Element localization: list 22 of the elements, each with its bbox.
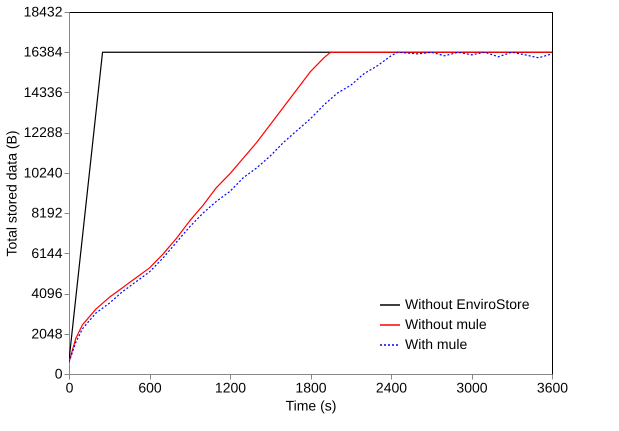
y-tick-label: 12288 (24, 124, 63, 140)
y-tick-label: 4096 (31, 285, 63, 302)
x-tick-label: 1200 (214, 380, 246, 396)
x-tick-label: 3600 (536, 380, 568, 396)
y-axis-title: Total stored data (B) (4, 130, 20, 257)
legend-label: With mule (405, 336, 468, 352)
x-tick-label: 600 (138, 380, 162, 396)
y-tick-label: 6144 (31, 244, 63, 261)
legend-label: Without EnviroStore (405, 296, 530, 312)
y-tick-label: 18432 (24, 4, 63, 20)
x-tick-label: 0 (66, 380, 74, 396)
y-tick-label: 10240 (24, 164, 63, 180)
x-tick-label: 2400 (376, 380, 408, 396)
y-tick-label: 8192 (31, 204, 63, 221)
x-tick-label: 3000 (456, 380, 488, 396)
y-tick-label: 14336 (24, 84, 63, 100)
x-tick-label: 1800 (295, 380, 327, 396)
x-axis-title: Time (s) (286, 398, 336, 414)
y-tick-label: 0 (54, 366, 63, 382)
y-tick-label: 2048 (31, 325, 63, 342)
legend-label: Without mule (405, 316, 487, 332)
y-tick-label: 16384 (24, 44, 63, 60)
